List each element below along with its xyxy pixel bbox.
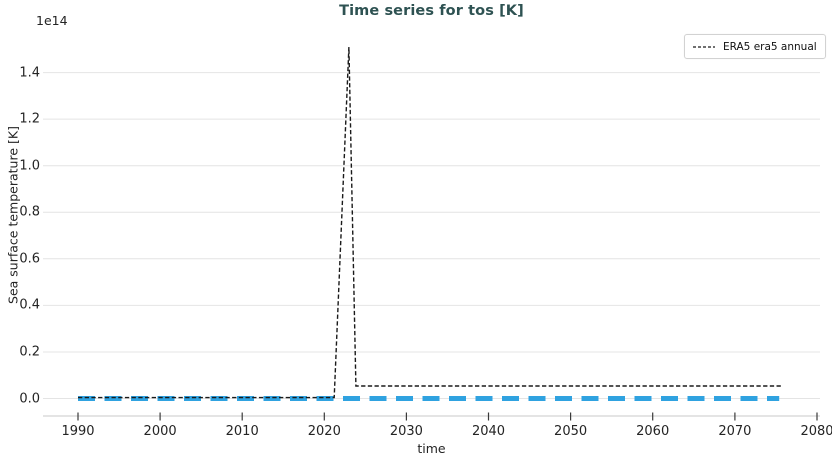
x-tick-label-2030: 2030: [389, 424, 423, 439]
series-line-era5-era5-annual: [78, 46, 782, 399]
y-tick-label-1.4: 1.4: [19, 65, 40, 81]
legend-dashed-line-sample: [693, 45, 715, 48]
y-tick-label-0.8: 0.8: [19, 204, 40, 220]
x-tick-label-2040: 2040: [471, 424, 506, 439]
x-tick-label-2050: 2050: [554, 424, 588, 439]
legend: ERA5 era5 annual: [684, 34, 826, 59]
x-tick-label-2000: 2000: [143, 424, 177, 439]
y-tick-label-1.2: 1.2: [19, 111, 40, 127]
x-tick-label-2010: 2010: [225, 424, 259, 439]
x-tick-label-2070: 2070: [718, 424, 752, 439]
chart-title: Time series for tos [K]: [339, 3, 524, 19]
y-tick-label-0.6: 0.6: [19, 251, 40, 267]
x-axis-label: time: [417, 441, 446, 456]
y-axis-offset-text: 1e14: [36, 13, 68, 28]
legend-label-era5: ERA5 era5 annual: [723, 40, 817, 53]
y-tick-label-0.0: 0.0: [19, 391, 40, 406]
y-tick-label-0.2: 0.2: [19, 344, 40, 360]
x-tick-label-2060: 2060: [636, 424, 670, 439]
y-tick-label-0.4: 0.4: [19, 297, 40, 313]
y-tick-label-1.0: 1.0: [19, 158, 40, 174]
x-tick-label-1990: 1990: [61, 424, 95, 439]
x-tick-label-2020: 2020: [307, 424, 341, 439]
x-tick-label-2080: 2080: [800, 424, 832, 439]
